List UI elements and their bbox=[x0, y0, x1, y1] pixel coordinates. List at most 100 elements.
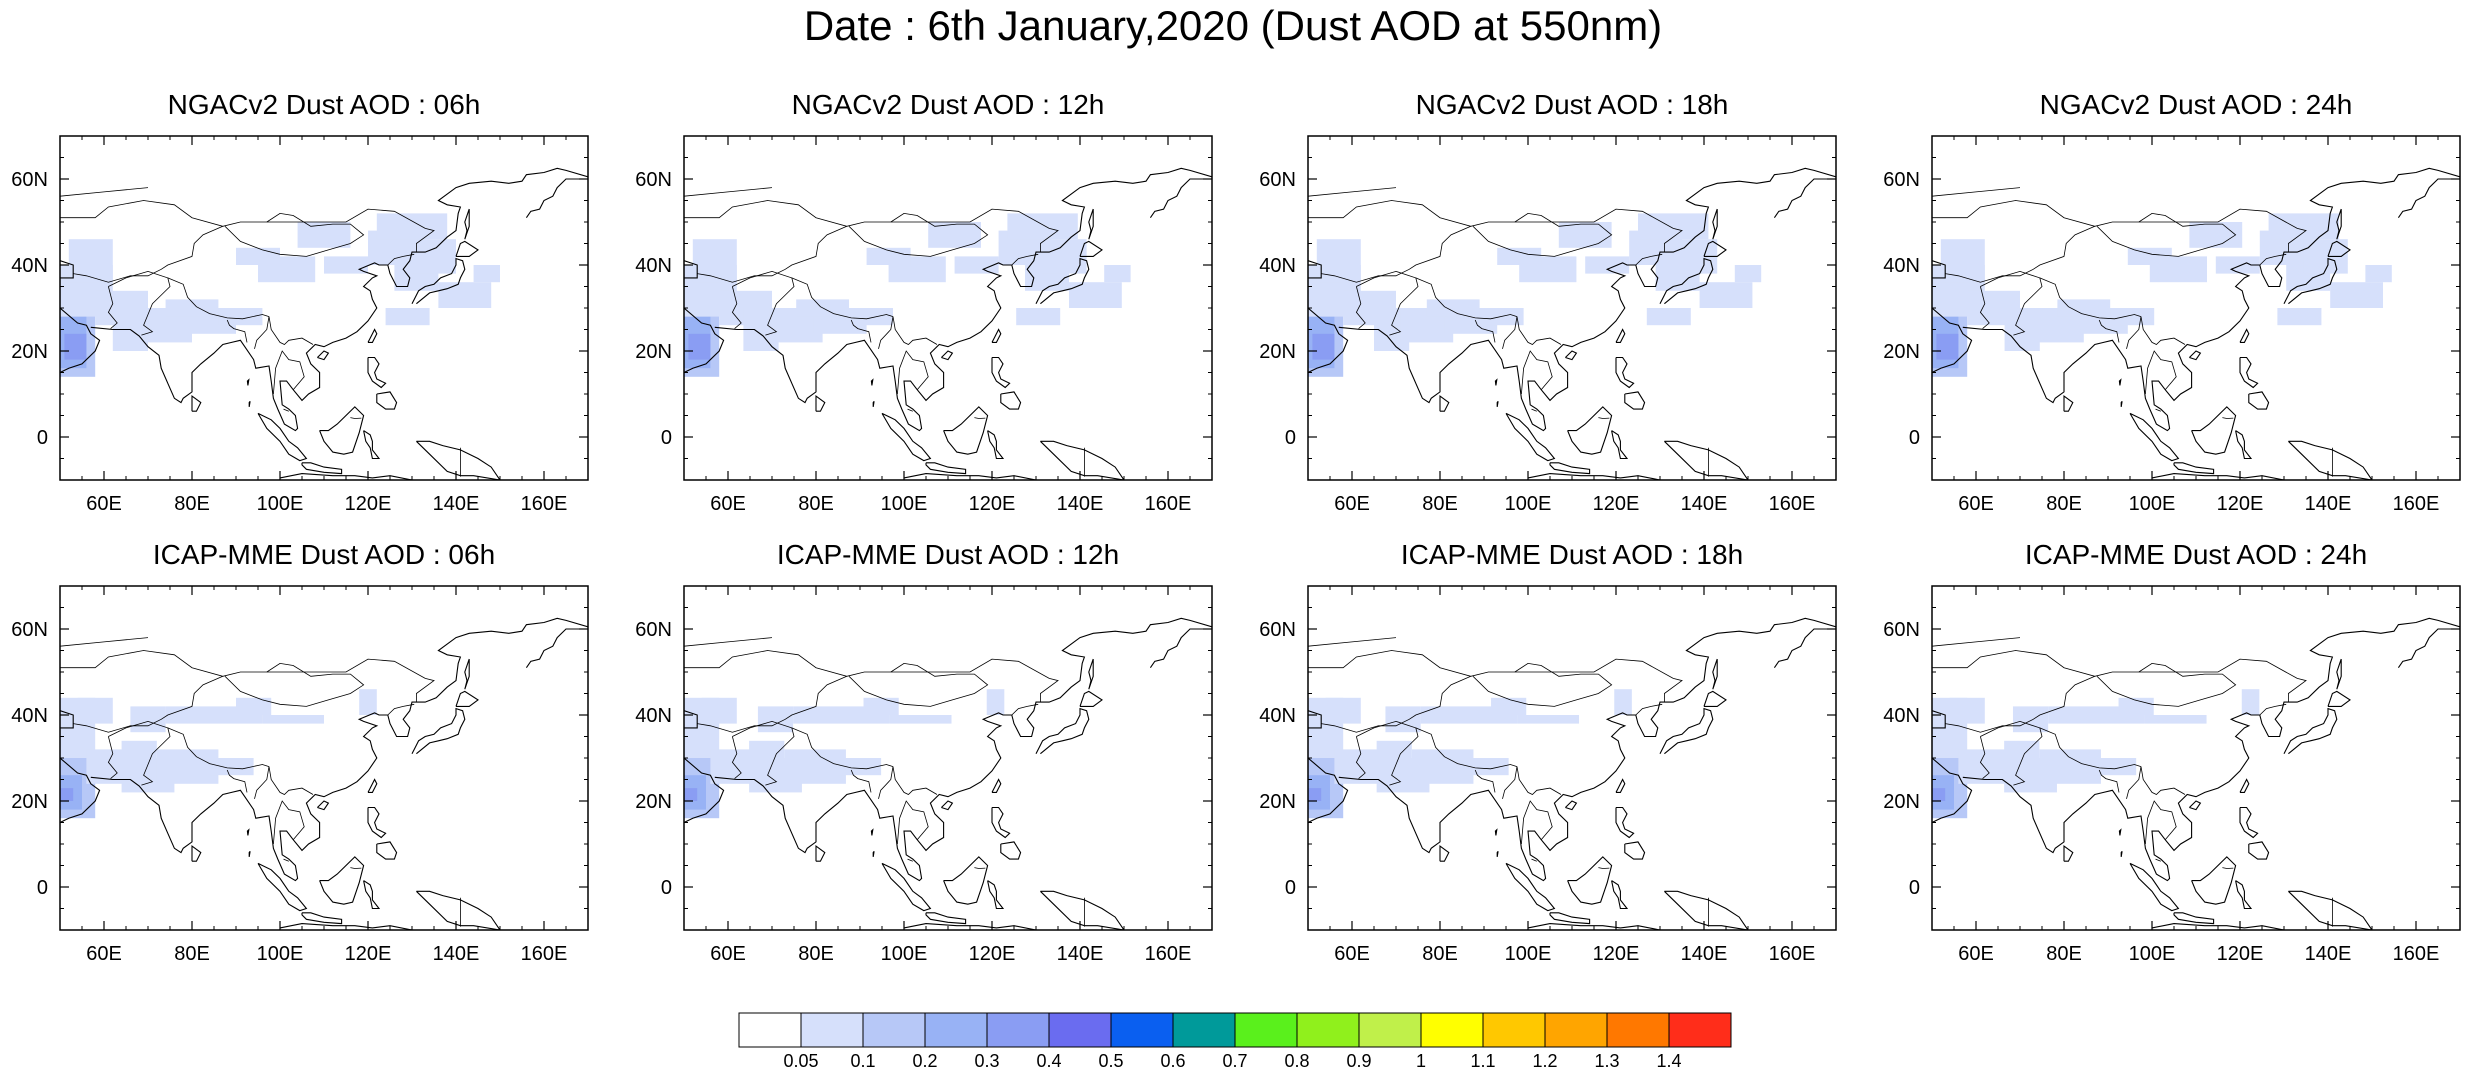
lon-tick-label: 120E bbox=[969, 493, 1016, 515]
coastline bbox=[455, 690, 479, 707]
coastline bbox=[941, 800, 954, 811]
panel-title: NGACv2 Dust AOD : 18h bbox=[1415, 89, 1729, 120]
lon-tick-label: 100E bbox=[2129, 943, 2176, 965]
country-border bbox=[1356, 270, 1419, 336]
lon-tick-label: 100E bbox=[881, 943, 928, 965]
country-border bbox=[1531, 858, 1537, 862]
dust-cell bbox=[757, 706, 794, 733]
coastline bbox=[90, 167, 588, 432]
dust-cell bbox=[749, 740, 785, 758]
country-border bbox=[1355, 286, 1366, 329]
coastline bbox=[1611, 430, 1629, 460]
coastline bbox=[1439, 845, 1450, 862]
panel-title: ICAP-MME Dust AOD : 18h bbox=[1400, 539, 1744, 570]
coastline bbox=[1079, 690, 1103, 707]
lon-tick-label: 120E bbox=[345, 493, 392, 515]
lon-tick-label: 60E bbox=[86, 493, 122, 515]
country-border bbox=[974, 867, 986, 869]
lon-tick-label: 80E bbox=[2046, 943, 2082, 965]
country-border bbox=[107, 286, 118, 329]
coastline bbox=[301, 912, 343, 925]
coastline bbox=[191, 845, 202, 862]
lat-tick-label: 40N bbox=[635, 705, 672, 727]
dust-cell bbox=[1426, 299, 1480, 317]
coastline bbox=[2173, 462, 2215, 475]
dust-cell bbox=[1638, 213, 1709, 240]
coastline bbox=[2118, 378, 2122, 386]
lon-tick-label: 60E bbox=[710, 493, 746, 515]
lon-tick-label: 160E bbox=[1769, 493, 1816, 515]
lon-tick-label: 100E bbox=[257, 943, 304, 965]
dust-cell bbox=[2330, 282, 2383, 308]
country-border bbox=[268, 316, 314, 345]
coastline bbox=[279, 923, 413, 930]
coastline bbox=[1439, 395, 1450, 412]
coastline bbox=[1308, 307, 1349, 373]
coastline bbox=[1040, 890, 1125, 930]
coastline bbox=[246, 828, 250, 836]
coastline bbox=[2288, 890, 2373, 930]
country-border bbox=[1415, 277, 1518, 320]
country-border bbox=[731, 736, 742, 779]
coastline bbox=[1664, 890, 1749, 930]
dust-cell bbox=[1491, 697, 1527, 715]
dust-cell bbox=[889, 715, 952, 724]
coastline bbox=[1527, 923, 1661, 930]
coastline bbox=[991, 806, 1011, 839]
country-border bbox=[167, 727, 270, 770]
coastline bbox=[2120, 850, 2123, 857]
dust-cell bbox=[2189, 222, 2243, 248]
country-border bbox=[731, 286, 742, 329]
country-border bbox=[850, 769, 872, 793]
coastline bbox=[1932, 757, 1973, 823]
country-border bbox=[1598, 417, 1610, 419]
coastline bbox=[1962, 617, 2460, 882]
dust-cell bbox=[688, 333, 711, 360]
lat-tick-label: 60N bbox=[635, 169, 672, 191]
coastline bbox=[987, 430, 1005, 460]
lat-tick-label: 60N bbox=[11, 619, 48, 641]
coastline bbox=[991, 356, 1011, 389]
dust-cell bbox=[1325, 697, 1361, 724]
country-border bbox=[907, 858, 913, 862]
country-border bbox=[1516, 766, 1562, 795]
country-border bbox=[2222, 417, 2234, 419]
country-border bbox=[226, 769, 248, 793]
coastline bbox=[191, 395, 202, 412]
coastline bbox=[1079, 240, 1103, 257]
dust-cell bbox=[2144, 715, 2207, 724]
coastline bbox=[925, 912, 967, 925]
lon-tick-label: 60E bbox=[710, 943, 746, 965]
coastline bbox=[2235, 880, 2253, 910]
coastline bbox=[1527, 473, 1661, 480]
coastline bbox=[2129, 862, 2180, 912]
colorbar-swatch bbox=[738, 1012, 802, 1048]
coastline bbox=[1549, 462, 1591, 475]
map-panel: ICAP-MME Dust AOD : 06h 60E 80E 100E 120E 140… bbox=[0, 538, 600, 968]
country-border bbox=[791, 727, 894, 770]
lat-tick-label: 20N bbox=[11, 791, 48, 813]
coastline bbox=[941, 350, 954, 361]
coastline bbox=[1659, 257, 1714, 305]
dust-cell bbox=[130, 706, 166, 733]
coastline bbox=[367, 778, 378, 793]
country-border bbox=[1945, 675, 2095, 733]
lon-tick-label: 80E bbox=[174, 493, 210, 515]
coastline bbox=[376, 841, 398, 860]
lon-tick-label: 120E bbox=[345, 943, 392, 965]
dust-cell bbox=[64, 333, 87, 360]
coastline bbox=[1338, 617, 1836, 882]
coastline bbox=[367, 356, 387, 389]
lon-tick-label: 120E bbox=[1593, 943, 1640, 965]
lon-tick-label: 80E bbox=[798, 943, 834, 965]
country-border bbox=[1598, 867, 1610, 869]
coastline bbox=[257, 862, 308, 912]
coastline bbox=[1615, 778, 1626, 793]
lon-tick-label: 140E bbox=[2305, 493, 2352, 515]
country-border bbox=[108, 270, 171, 336]
colorbar-label: 1.4 bbox=[1656, 1051, 1681, 1068]
country-border bbox=[273, 800, 305, 845]
dust-cell bbox=[376, 213, 448, 240]
coastline bbox=[319, 406, 365, 455]
map-content bbox=[1932, 586, 2460, 930]
